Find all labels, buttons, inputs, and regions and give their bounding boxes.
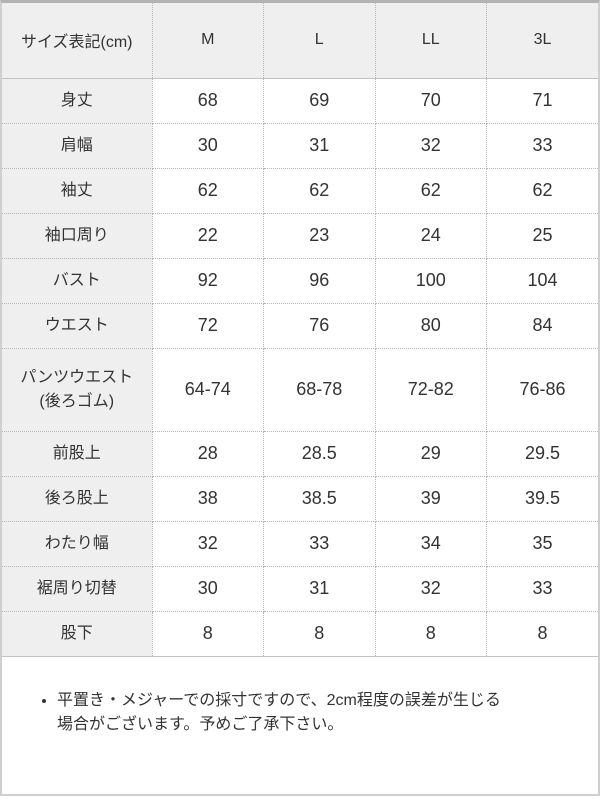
row-label: バスト (2, 257, 153, 304)
size-column-header-3l: 3L (486, 3, 598, 79)
cell-value: 31 (263, 565, 376, 612)
cell-value: 32 (374, 122, 487, 169)
cell-value: 84 (486, 302, 598, 349)
cell-value: 39 (374, 475, 487, 522)
cell-value: 34 (374, 520, 487, 567)
cell-value: 29.5 (486, 430, 598, 477)
cell-value: 32 (151, 520, 264, 567)
row-label: 袖丈 (2, 167, 153, 214)
cell-value: 22 (151, 212, 264, 259)
cell-value: 8 (486, 610, 598, 657)
cell-value: 80 (374, 302, 487, 349)
cell-value: 28.5 (263, 430, 376, 477)
cell-value: 24 (374, 212, 487, 259)
cell-value: 29 (374, 430, 487, 477)
cell-value: 25 (486, 212, 598, 259)
cell-value: 68 (151, 77, 264, 124)
size-table-header-row: サイズ表記(cm) M L LL 3L (2, 3, 598, 79)
size-column-header-ll: LL (374, 3, 487, 79)
table-row-shoulder-width: 肩幅 30 31 32 33 (2, 122, 598, 169)
cell-value: 23 (263, 212, 376, 259)
size-unit-header: サイズ表記(cm) (2, 3, 153, 79)
row-label: わたり幅 (2, 520, 153, 567)
row-label: 袖口周り (2, 212, 153, 259)
cell-value: 8 (151, 610, 264, 657)
table-row-thigh-width: わたり幅 32 33 34 35 (2, 520, 598, 567)
cell-value: 39.5 (486, 475, 598, 522)
cell-value: 104 (486, 257, 598, 304)
cell-value: 62 (374, 167, 487, 214)
cell-value: 62 (151, 167, 264, 214)
table-row-body-length: 身丈 68 69 70 71 (2, 77, 598, 124)
cell-value: 35 (486, 520, 598, 567)
table-row-sleeve-length: 袖丈 62 62 62 62 (2, 167, 598, 214)
cell-value: 72 (151, 302, 264, 349)
cell-value: 28 (151, 430, 264, 477)
row-label: 股下 (2, 610, 153, 657)
cell-value: 76 (263, 302, 376, 349)
cell-value: 32 (374, 565, 487, 612)
row-label: 肩幅 (2, 122, 153, 169)
cell-value: 70 (374, 77, 487, 124)
row-label: 後ろ股上 (2, 475, 153, 522)
cell-value: 8 (374, 610, 487, 657)
cell-value: 62 (263, 167, 376, 214)
cell-value: 62 (486, 167, 598, 214)
table-row-pants-waist: パンツウエスト (後ろゴム) 64-74 68-78 72-82 76-86 (2, 347, 598, 432)
row-label: 裾周り切替 (2, 565, 153, 612)
row-label: 前股上 (2, 430, 153, 477)
cell-value: 33 (486, 565, 598, 612)
table-row-waist: ウエスト 72 76 80 84 (2, 302, 598, 349)
table-row-bust: バスト 92 96 100 104 (2, 257, 598, 304)
measurement-note: 平置き・メジャーでの採寸ですので、2cm程度の誤差が生じる場合がございます。予め… (57, 689, 515, 739)
cell-value: 71 (486, 77, 598, 124)
cell-value: 8 (263, 610, 376, 657)
size-table: サイズ表記(cm) M L LL 3L 身丈 68 69 70 71 肩幅 30 (2, 3, 598, 657)
cell-value: 72-82 (374, 347, 487, 432)
size-column-header-l: L (263, 3, 376, 79)
row-label: パンツウエスト (後ろゴム) (2, 347, 153, 432)
table-row-back-rise: 後ろ股上 38 38.5 39 39.5 (2, 475, 598, 522)
measurement-note-section: 平置き・メジャーでの採寸ですので、2cm程度の誤差が生じる場合がございます。予め… (2, 656, 598, 794)
cell-value: 100 (374, 257, 487, 304)
note-list: 平置き・メジャーでの採寸ですので、2cm程度の誤差が生じる場合がございます。予め… (24, 689, 568, 739)
table-row-front-rise: 前股上 28 28.5 29 29.5 (2, 430, 598, 477)
cell-value: 76-86 (486, 347, 598, 432)
cell-value: 96 (263, 257, 376, 304)
size-column-header-m: M (151, 3, 264, 79)
cell-value: 31 (263, 122, 376, 169)
row-label: 身丈 (2, 77, 153, 124)
table-row-inseam: 股下 8 8 8 8 (2, 610, 598, 657)
cell-value: 33 (486, 122, 598, 169)
cell-value: 68-78 (263, 347, 376, 432)
cell-value: 92 (151, 257, 264, 304)
table-row-hem-switch: 裾周り切替 30 31 32 33 (2, 565, 598, 612)
cell-value: 38.5 (263, 475, 376, 522)
cell-value: 33 (263, 520, 376, 567)
cell-value: 30 (151, 122, 264, 169)
cell-value: 38 (151, 475, 264, 522)
cell-value: 69 (263, 77, 376, 124)
row-label: ウエスト (2, 302, 153, 349)
table-row-cuff: 袖口周り 22 23 24 25 (2, 212, 598, 259)
cell-value: 64-74 (151, 347, 264, 432)
cell-value: 30 (151, 565, 264, 612)
